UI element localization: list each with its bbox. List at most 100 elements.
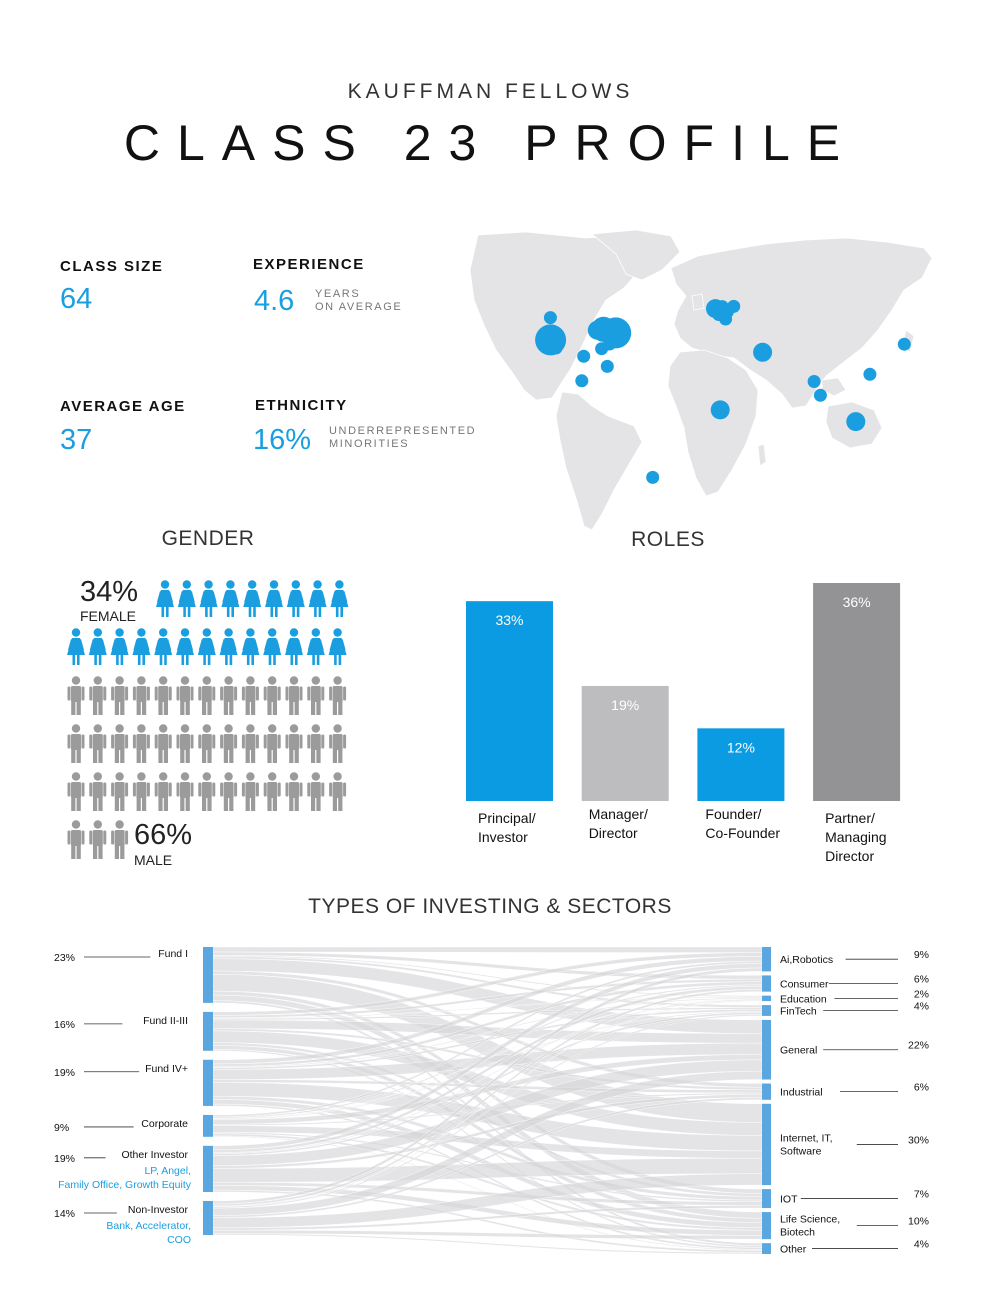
experience-sub-1: YEARS bbox=[315, 288, 361, 300]
male-icon-31 bbox=[154, 772, 172, 811]
map-point-3 bbox=[549, 341, 563, 355]
class-size-label: CLASS SIZE bbox=[60, 258, 164, 275]
map-point-13 bbox=[575, 374, 589, 388]
sankey-source-percent-6: 14% bbox=[54, 1208, 75, 1220]
sankey-flow-6-5 bbox=[212, 1070, 763, 1216]
female-icon-13 bbox=[132, 628, 151, 665]
sankey-source-node-2 bbox=[203, 1011, 213, 1051]
male-icon-18 bbox=[154, 724, 172, 763]
female-icon-20 bbox=[285, 628, 303, 665]
sankey-target-name-7-1: Internet, IT, bbox=[780, 1132, 833, 1144]
female-icon-6 bbox=[265, 580, 283, 617]
male-icon-30 bbox=[132, 772, 150, 811]
sankey-target-name-3: Education bbox=[780, 993, 827, 1005]
sankey-source-percent-1: 23% bbox=[54, 952, 75, 964]
male-icon-13 bbox=[329, 676, 347, 715]
sankey-target-name-4: FinTech bbox=[780, 1005, 817, 1017]
average-age-value: 37 bbox=[60, 424, 93, 456]
gender-pictogram bbox=[67, 580, 349, 859]
kicker-title: KAUFFMAN FELLOWS bbox=[347, 80, 634, 103]
sankey-target-name-6: Industrial bbox=[780, 1087, 823, 1099]
map-points bbox=[535, 299, 911, 484]
roles-value-label-4: 36% bbox=[843, 594, 871, 610]
sankey-flow-6-9 bbox=[212, 1230, 763, 1240]
map-point-18 bbox=[719, 312, 733, 326]
female-icon-16 bbox=[197, 628, 216, 665]
map-point-26 bbox=[897, 337, 911, 351]
sankey-target-name-2: Consumer bbox=[780, 979, 829, 991]
map-point-11 bbox=[577, 349, 591, 363]
male-icon-4 bbox=[132, 676, 150, 715]
sankey-chart: Fund I 23% Fund II-III 16% Fund IV+ 19% Corpor… bbox=[54, 946, 929, 1256]
male-icon-20 bbox=[198, 724, 216, 763]
sankey-target-name-10: Other bbox=[780, 1244, 807, 1256]
map-point-8 bbox=[610, 319, 630, 339]
sankey-source-percent-3: 19% bbox=[54, 1067, 75, 1079]
female-icon-11 bbox=[88, 628, 107, 665]
roles-category-label-4-1: Partner/ bbox=[825, 810, 875, 826]
sankey-source-percent-2: 16% bbox=[54, 1019, 75, 1031]
sankey-source-node-4 bbox=[203, 1114, 213, 1137]
ethnicity-sub-1: UNDERREPRESENTED bbox=[329, 425, 477, 437]
sankey-source-node-6 bbox=[203, 1200, 213, 1235]
male-icon-37 bbox=[285, 772, 303, 811]
male-icon-24 bbox=[285, 724, 303, 763]
male-label: MALE bbox=[134, 852, 173, 868]
sankey-target-percent-7: 30% bbox=[908, 1134, 929, 1146]
roles-bar-4 bbox=[813, 583, 901, 801]
sankey-flow-6-8 bbox=[212, 1205, 763, 1231]
sankey-source-name-2: Fund II-III bbox=[143, 1015, 188, 1027]
roles-section-title: ROLES bbox=[631, 528, 705, 551]
sankey-target-percent-9: 10% bbox=[908, 1216, 929, 1228]
male-icon-19 bbox=[176, 724, 194, 763]
sankey-source-name-4: Corporate bbox=[141, 1118, 188, 1130]
male-icon-22 bbox=[241, 724, 259, 763]
sankey-target-percent-6: 6% bbox=[914, 1082, 929, 1094]
male-icon-29 bbox=[111, 772, 129, 811]
male-icon-25 bbox=[307, 724, 325, 763]
sankey-target-name-9-2: Biotech bbox=[780, 1227, 815, 1239]
female-percent: 34% bbox=[80, 576, 139, 608]
female-icon-2 bbox=[177, 580, 196, 617]
map-point-27 bbox=[646, 470, 660, 484]
roles-bar-3 bbox=[697, 728, 785, 801]
roles-bar-1 bbox=[466, 601, 553, 801]
ethnicity-sub-2: MINORITIES bbox=[329, 438, 410, 450]
female-icon-4 bbox=[221, 580, 240, 617]
sankey-source-name-5: Other Investor bbox=[121, 1149, 188, 1161]
world-map bbox=[469, 230, 932, 531]
page-title: CLASS 23 PROFILE bbox=[123, 115, 858, 171]
male-icon-42 bbox=[111, 820, 129, 859]
roles-value-label-2: 19% bbox=[611, 697, 639, 713]
class-size-value: 64 bbox=[60, 283, 93, 315]
female-icon-12 bbox=[110, 628, 129, 665]
male-icon-16 bbox=[111, 724, 129, 763]
sankey-flow-1-1 bbox=[212, 946, 763, 953]
sankey-target-name-1: Ai,Robotics bbox=[780, 954, 833, 966]
ethnicity-value: 16% bbox=[253, 424, 312, 456]
sankey-source-node-3 bbox=[203, 1059, 213, 1106]
male-icon-5 bbox=[154, 676, 172, 715]
experience-value: 4.6 bbox=[254, 285, 295, 317]
sankey-target-percent-4: 4% bbox=[914, 1000, 929, 1012]
female-icon-8 bbox=[308, 580, 327, 617]
sankey-source-node-5 bbox=[203, 1145, 213, 1192]
male-icon-34 bbox=[220, 772, 238, 811]
male-icon-33 bbox=[198, 772, 216, 811]
roles-category-label-3-2: Co-Founder bbox=[705, 825, 780, 841]
roles-category-label-1-1: Principal/ bbox=[478, 810, 536, 826]
sankey-target-node-3 bbox=[762, 995, 771, 1002]
sankey-source-note-5-1: LP, Angel, bbox=[144, 1165, 191, 1177]
roles-value-label-3: 12% bbox=[727, 739, 755, 755]
male-icon-8 bbox=[220, 676, 238, 715]
male-icon-38 bbox=[307, 772, 325, 811]
roles-bar-chart: 33% Principal/Investor 19% Manager/Director… bbox=[466, 583, 901, 864]
sankey-target-node-5 bbox=[762, 1019, 771, 1080]
female-icon-17 bbox=[219, 628, 238, 665]
roles-category-label-4-3: Director bbox=[825, 848, 874, 864]
female-icon-1 bbox=[156, 580, 174, 617]
map-point-19 bbox=[715, 300, 729, 314]
map-point-10 bbox=[595, 342, 609, 356]
map-point-21 bbox=[710, 400, 730, 420]
male-icon-35 bbox=[241, 772, 259, 811]
